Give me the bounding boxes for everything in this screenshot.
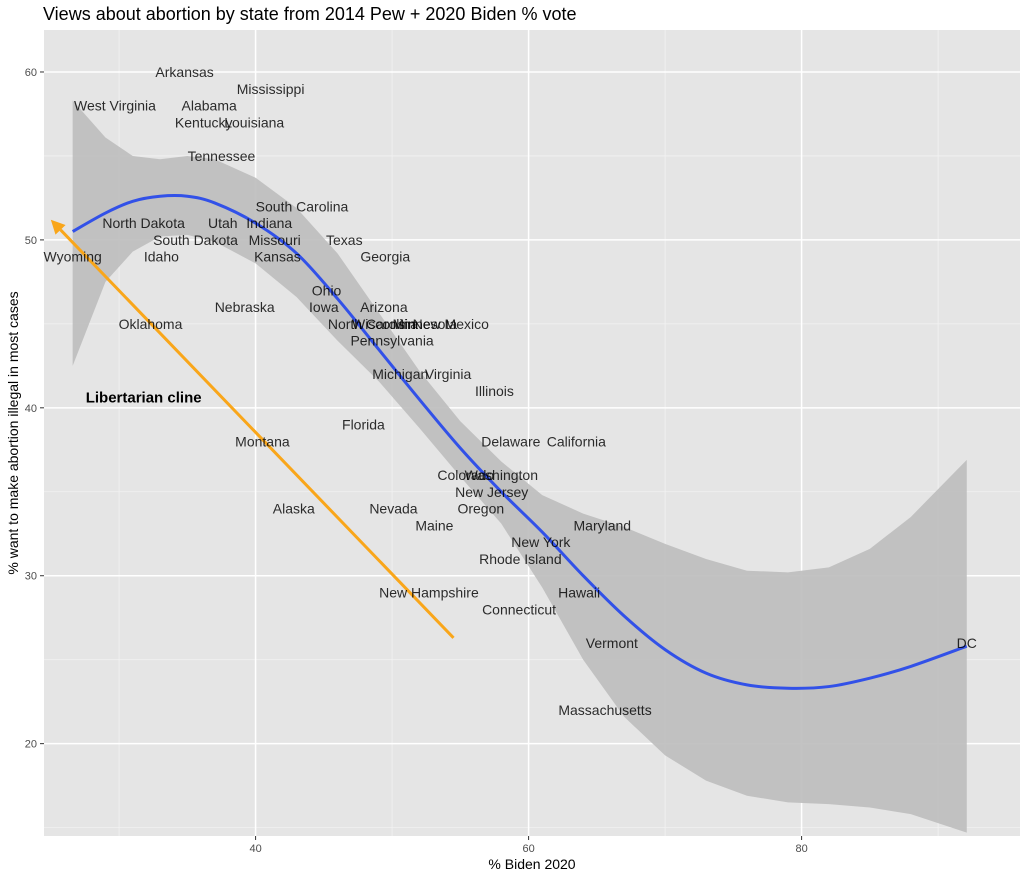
state-label: Rhode Island	[479, 551, 562, 567]
state-label: Arkansas	[155, 64, 213, 80]
state-label: South Dakota	[153, 232, 238, 248]
confidence-band	[72, 100, 967, 833]
state-label: Iowa	[309, 299, 339, 315]
state-label: Maine	[415, 517, 453, 533]
state-label: Georgia	[360, 249, 410, 265]
state-label: Virginia	[425, 366, 472, 382]
state-label: Louisiana	[224, 114, 284, 130]
state-label: Alabama	[182, 98, 237, 114]
y-axis-title: % want to make abortion illegal in most …	[5, 291, 21, 574]
x-axis-title: % Biden 2020	[488, 856, 575, 872]
state-label: New Jersey	[455, 484, 528, 500]
state-label: New Hampshire	[379, 585, 479, 601]
state-label: Massachusetts	[558, 702, 651, 718]
y-tick-label: 20	[25, 739, 37, 751]
state-label: Idaho	[144, 249, 179, 265]
state-label: Nevada	[369, 501, 417, 517]
axes: 40 60 80 20 30 40 50 60	[25, 67, 808, 855]
state-label: Mississippi	[237, 81, 305, 97]
state-label: North Carolina	[328, 316, 418, 332]
state-label: Arizona	[360, 299, 408, 315]
state-label: Michigan	[372, 366, 428, 382]
state-label: Washington	[465, 467, 538, 483]
state-label: Alaska	[273, 501, 315, 517]
state-label: Indiana	[246, 215, 292, 231]
y-tick-label: 60	[25, 67, 37, 79]
state-label: Nebraska	[215, 299, 275, 315]
state-label: Kansas	[254, 249, 301, 265]
chart-title: Views about abortion by state from 2014 …	[43, 4, 577, 24]
y-tick-label: 30	[25, 571, 37, 583]
state-label: Connecticut	[482, 601, 556, 617]
state-label: Florida	[342, 417, 385, 433]
state-label: West Virginia	[74, 98, 156, 114]
state-label: Wisconsin	[352, 316, 416, 332]
state-label: Texas	[326, 232, 363, 248]
state-label: Delaware	[481, 433, 540, 449]
state-label: Utah	[208, 215, 238, 231]
smooth-fit-line	[71, 194, 968, 690]
x-tick-label: 40	[249, 843, 261, 855]
state-label: Missouri	[249, 232, 301, 248]
state-label: Minnesota	[393, 316, 458, 332]
y-tick-label: 40	[25, 403, 37, 415]
state-label: DC	[957, 635, 977, 651]
state-label: North Dakota	[102, 215, 185, 231]
state-label: Ohio	[312, 282, 342, 298]
libertarian-cline-arrow	[50, 219, 455, 639]
state-label: Oklahoma	[119, 316, 183, 332]
state-label: Illinois	[475, 383, 514, 399]
x-tick-label: 80	[795, 843, 807, 855]
state-label: Kentucky	[175, 114, 233, 130]
state-label: South Carolina	[256, 198, 349, 214]
state-label: New York	[511, 534, 571, 550]
state-label: Tennessee	[188, 148, 256, 164]
confidence-ribbon	[72, 100, 967, 833]
state-label: Montana	[235, 433, 290, 449]
arrow-shaft	[59, 228, 455, 639]
arrow-head	[50, 219, 66, 235]
smooth-line	[71, 194, 968, 690]
state-label: California	[547, 433, 606, 449]
state-label: New Mexico	[413, 316, 489, 332]
state-label: Maryland	[574, 517, 632, 533]
annotation-label: Libertarian cline	[86, 390, 202, 407]
x-tick-label: 60	[522, 843, 534, 855]
state-label: Hawaii	[558, 585, 600, 601]
y-tick-label: 50	[25, 235, 37, 247]
state-label: Vermont	[586, 635, 638, 651]
state-label: Wyoming	[44, 249, 102, 265]
state-label: Oregon	[457, 501, 504, 517]
state-label: Colorado	[437, 467, 494, 483]
state-label: Pennsylvania	[350, 333, 433, 349]
